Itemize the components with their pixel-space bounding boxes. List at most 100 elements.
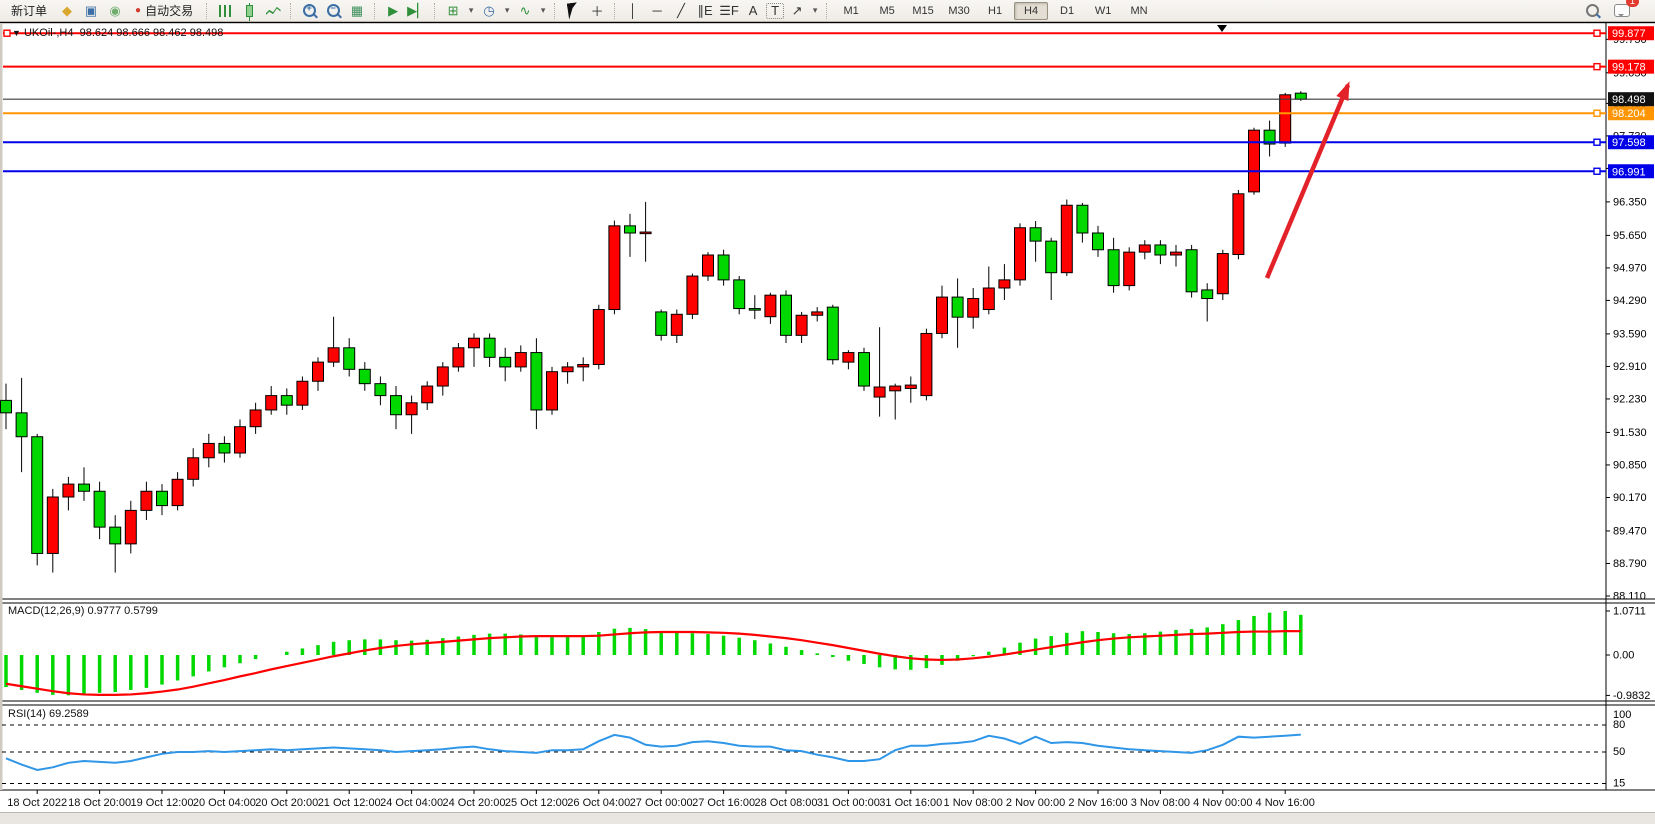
toolbar-separator — [614, 3, 616, 19]
svg-text:99.178: 99.178 — [1612, 62, 1646, 74]
new-chart-dropdown[interactable]: ▾ — [466, 5, 476, 16]
horizontal-line-tool-icon[interactable]: ─ — [646, 1, 668, 21]
arrows-dropdown[interactable]: ▾ — [810, 5, 820, 16]
svg-text:92.910: 92.910 — [1613, 361, 1647, 373]
svg-text:90.850: 90.850 — [1613, 459, 1647, 471]
svg-text:15: 15 — [1613, 778, 1625, 790]
svg-text:0.00: 0.00 — [1613, 650, 1634, 662]
timeframe-button-w1[interactable]: W1 — [1086, 2, 1120, 20]
text-tool-icon[interactable]: A — [742, 1, 764, 21]
svg-text:20 Oct 20:00: 20 Oct 20:00 — [255, 797, 318, 809]
period-dropdown[interactable]: ▾ — [502, 5, 512, 16]
timeframe-button-m5[interactable]: M5 — [870, 2, 904, 20]
svg-text:88.790: 88.790 — [1613, 558, 1647, 570]
svg-text:93.590: 93.590 — [1613, 328, 1647, 340]
cursor-tool-icon — [567, 2, 579, 19]
svg-text:2 Nov 16:00: 2 Nov 16:00 — [1068, 797, 1127, 809]
chat-icon[interactable]: 1 — [1611, 1, 1633, 21]
arrows-tool-icon[interactable]: ↗ — [786, 1, 808, 21]
vertical-line-tool-icon[interactable]: │ — [622, 1, 644, 21]
toolbar-separator — [826, 3, 828, 19]
toolbar-separator — [290, 3, 292, 19]
svg-text:50: 50 — [1613, 746, 1625, 758]
zoom-out-icon[interactable]: − — [322, 1, 344, 21]
timeframe-button-d1[interactable]: D1 — [1050, 2, 1084, 20]
svg-text:24 Oct 20:00: 24 Oct 20:00 — [443, 797, 506, 809]
svg-text:4 Nov 16:00: 4 Nov 16:00 — [1256, 797, 1315, 809]
new-chart-icon[interactable]: ⊞ — [442, 1, 464, 21]
symbol-marker-icon[interactable]: ▼ — [12, 28, 21, 38]
svg-text:20 Oct 04:00: 20 Oct 04:00 — [193, 797, 256, 809]
svg-text:98.498: 98.498 — [1612, 94, 1646, 106]
timeframe-button-m15[interactable]: M15 — [906, 2, 940, 20]
auto-trading-button-icon: ● — [135, 5, 141, 16]
svg-text:88.110: 88.110 — [1613, 591, 1646, 603]
svg-text:31 Oct 00:00: 31 Oct 00:00 — [817, 797, 880, 809]
timeframe-button-h1[interactable]: H1 — [978, 2, 1012, 20]
auto-scroll-icon[interactable]: ▶ — [382, 1, 404, 21]
signal-icon[interactable]: ◉ — [104, 1, 126, 21]
svg-text:90.170: 90.170 — [1613, 492, 1647, 504]
auto-trading-button[interactable]: ●自动交易 — [128, 0, 200, 21]
candlestick-chart-icon — [246, 5, 253, 17]
svg-text:97.598: 97.598 — [1612, 137, 1646, 149]
bar-chart-icon[interactable] — [214, 1, 236, 21]
toolbar-separator — [374, 3, 376, 19]
zoom-out-icon: − — [327, 4, 340, 17]
toolbar-separator — [554, 3, 556, 19]
new-order-icon[interactable]: ◆ — [56, 1, 78, 21]
channel-tool-icon[interactable]: ∥E — [694, 1, 716, 21]
indicators-dropdown[interactable]: ▾ — [538, 5, 548, 16]
indicators-icon[interactable]: ∿ — [514, 1, 536, 21]
bar-chart-icon — [219, 5, 232, 17]
period-clock-icon[interactable]: ◷ — [478, 1, 500, 21]
toolbar: 新订单◆▣◉●自动交易+−▦▶▶▏⊞▾◷▾∿▾＋│─╱∥E☰FAT↗▾M1M5M… — [0, 0, 1655, 22]
text-label-tool-icon[interactable]: T — [766, 3, 784, 19]
svg-text:94.290: 94.290 — [1613, 295, 1647, 307]
fibonacci-tool-icon[interactable]: ☰F — [718, 1, 740, 21]
cursor-tool-icon[interactable] — [562, 1, 584, 21]
svg-text:25 Oct 12:00: 25 Oct 12:00 — [505, 797, 568, 809]
svg-text:91.530: 91.530 — [1613, 427, 1647, 439]
svg-text:31 Oct 16:00: 31 Oct 16:00 — [879, 797, 942, 809]
svg-text:92.230: 92.230 — [1613, 393, 1647, 405]
macd-indicator-label: MACD(12,26,9) 0.9777 0.5799 — [8, 605, 158, 617]
timeframe-button-h4[interactable]: H4 — [1014, 2, 1048, 20]
svg-text:3 Nov 08:00: 3 Nov 08:00 — [1131, 797, 1190, 809]
zoom-in-icon[interactable]: + — [298, 1, 320, 21]
svg-text:18 Oct 2022: 18 Oct 2022 — [7, 797, 67, 809]
svg-text:28 Oct 08:00: 28 Oct 08:00 — [755, 797, 818, 809]
search-icon — [1586, 4, 1599, 17]
crosshair-tool-icon[interactable]: ＋ — [586, 1, 608, 21]
svg-text:94.970: 94.970 — [1613, 262, 1647, 274]
toolbar-separator — [434, 3, 436, 19]
trendline-tool-icon[interactable]: ╱ — [670, 1, 692, 21]
svg-text:80: 80 — [1613, 719, 1625, 731]
svg-text:4 Nov 00:00: 4 Nov 00:00 — [1193, 797, 1252, 809]
market-watch-icon[interactable]: ▣ — [80, 1, 102, 21]
line-chart-icon[interactable] — [262, 1, 284, 21]
svg-text:27 Oct 00:00: 27 Oct 00:00 — [630, 797, 693, 809]
svg-text:96.991: 96.991 — [1612, 166, 1646, 178]
timeframe-button-m1[interactable]: M1 — [834, 2, 868, 20]
candlestick-chart-icon[interactable] — [238, 1, 260, 21]
svg-text:89.470: 89.470 — [1613, 525, 1647, 537]
zoom-in-icon: + — [303, 4, 316, 17]
svg-text:2 Nov 00:00: 2 Nov 00:00 — [1006, 797, 1065, 809]
tile-windows-icon[interactable]: ▦ — [346, 1, 368, 21]
timeframe-button-mn[interactable]: MN — [1122, 2, 1156, 20]
notification-badge: 1 — [1626, 0, 1639, 7]
svg-text:99.877: 99.877 — [1612, 28, 1646, 40]
line-chart-icon — [266, 5, 281, 17]
svg-text:24 Oct 04:00: 24 Oct 04:00 — [380, 797, 443, 809]
timeframe-button-m30[interactable]: M30 — [942, 2, 976, 20]
rsi-indicator-label: RSI(14) 69.2589 — [8, 708, 89, 720]
chart-canvas[interactable]: 99.75099.05098.41097.73097.05096.35095.6… — [0, 0, 1655, 823]
svg-text:95.650: 95.650 — [1613, 230, 1647, 242]
svg-text:27 Oct 16:00: 27 Oct 16:00 — [692, 797, 755, 809]
symbol-info: ▼ UKOil-,H4 98.624 98.666 98.462 98.498 — [12, 27, 223, 39]
new-order-button[interactable]: 新订单 — [4, 0, 54, 21]
search-icon[interactable] — [1581, 1, 1603, 21]
chart-shift-icon[interactable]: ▶▏ — [406, 1, 428, 21]
symbol-ohlc-label: UKOil-,H4 98.624 98.666 98.462 98.498 — [24, 27, 223, 39]
